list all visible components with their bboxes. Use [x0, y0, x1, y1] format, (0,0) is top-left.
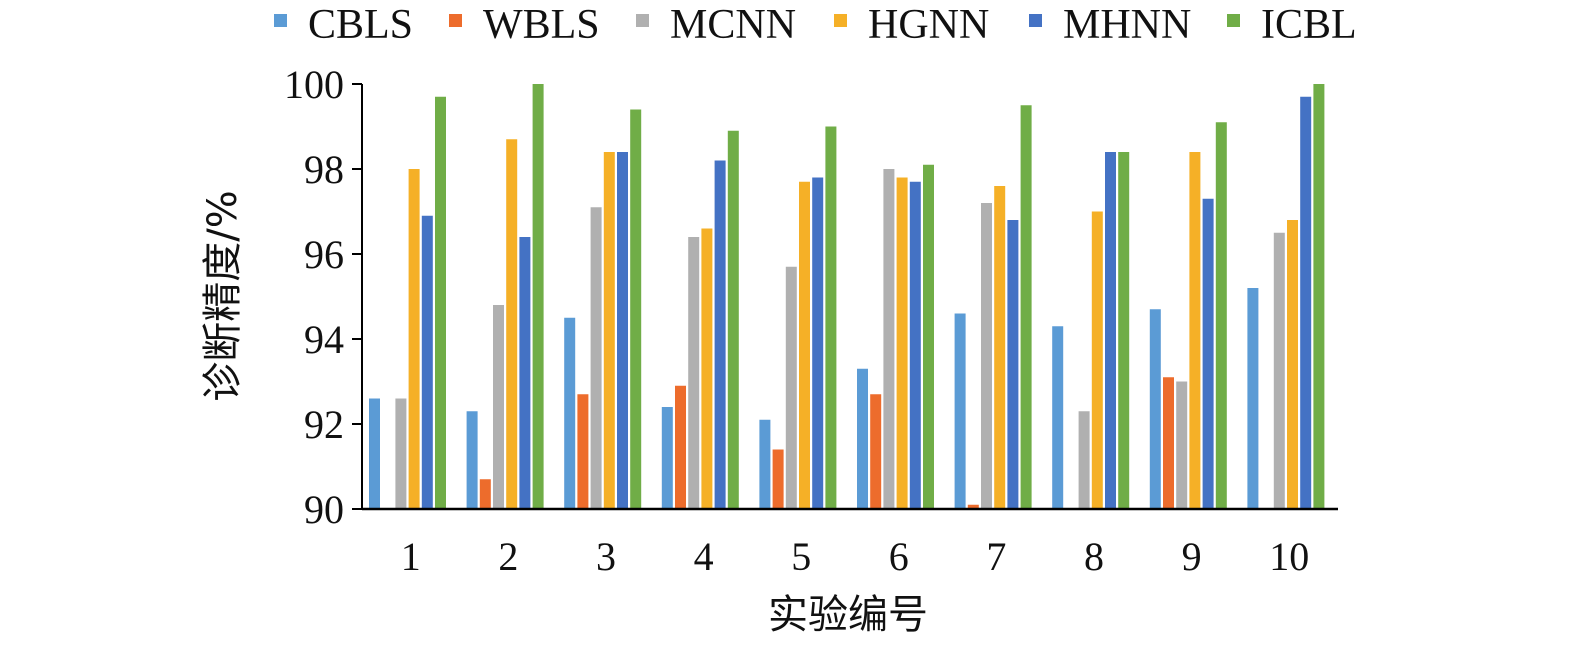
- bar-mcnn-6: [883, 169, 895, 509]
- bar-icbl-3: [630, 109, 642, 509]
- bar-cbls-2: [466, 411, 478, 509]
- legend-label-hgnn: HGNN: [868, 2, 989, 48]
- legend-label-mcnn: MCNN: [670, 2, 796, 48]
- bar-mcnn-5: [785, 266, 797, 509]
- bar-icbl-8: [1118, 152, 1130, 509]
- legend-label-icbl: ICBL: [1261, 2, 1357, 48]
- x-axis-title: 实验编号: [768, 592, 928, 638]
- y-tick-label: 98: [304, 147, 344, 192]
- y-axis-title: 诊断精度/%: [200, 190, 246, 401]
- bar-mhnn-9: [1202, 198, 1214, 509]
- x-tick-label: 8: [1084, 534, 1104, 579]
- x-tick-label: 6: [889, 534, 909, 579]
- bar-mhnn-2: [519, 237, 531, 509]
- bar-hgnn-1: [408, 169, 420, 509]
- bar-hgnn-4: [701, 228, 713, 509]
- bar-wbls-6: [870, 394, 882, 509]
- bar-mcnn-3: [590, 207, 602, 509]
- bar-hgnn-8: [1091, 211, 1103, 509]
- bar-mcnn-10: [1273, 232, 1285, 509]
- bar-cbls-4: [661, 407, 673, 509]
- bar-icbl-9: [1215, 122, 1227, 509]
- y-tick-label: 90: [304, 487, 344, 532]
- bar-wbls-5: [772, 449, 784, 509]
- x-tick-label: 3: [596, 534, 616, 579]
- x-tick-label: 9: [1182, 534, 1202, 579]
- bar-cbls-3: [564, 317, 576, 509]
- bar-mhnn-10: [1300, 96, 1312, 509]
- bar-mcnn-8: [1078, 411, 1090, 509]
- bar-mcnn-9: [1176, 381, 1188, 509]
- bar-icbl-10: [1313, 84, 1325, 509]
- bar-hgnn-10: [1287, 220, 1298, 509]
- x-axis: 1 2 3 4 5 6 7 8 9 10: [362, 507, 1338, 579]
- bar-cbls-6: [857, 368, 868, 509]
- x-tick-label: 1: [401, 534, 421, 579]
- legend-swatch-icbl: [1227, 14, 1240, 27]
- bar-hgnn-2: [506, 139, 518, 509]
- legend-swatch-wbls: [449, 14, 462, 27]
- bar-mhnn-8: [1105, 152, 1116, 509]
- bars: [369, 84, 1325, 509]
- bar-icbl-2: [532, 84, 544, 509]
- legend-label-mhnn: MHNN: [1063, 2, 1191, 48]
- legend-swatch-cbls: [274, 14, 287, 27]
- bar-icbl-4: [727, 130, 739, 509]
- bar-mhnn-6: [909, 181, 921, 509]
- bar-mhnn-5: [812, 177, 824, 509]
- bar-icbl-6: [923, 164, 934, 509]
- legend: CBLS WBLS MCNN HGNN MHNN ICBL: [274, 2, 1357, 48]
- bar-cbls-5: [759, 419, 771, 509]
- bar-icbl-5: [825, 126, 837, 509]
- bar-mcnn-7: [981, 203, 992, 509]
- bar-mcnn-2: [493, 305, 504, 509]
- x-tick-label: 5: [791, 534, 811, 579]
- bar-cbls-10: [1247, 288, 1259, 509]
- bar-wbls-2: [479, 479, 491, 509]
- bar-cbls-1: [369, 398, 380, 509]
- bar-mhnn-3: [617, 152, 628, 509]
- x-tick-label: 10: [1269, 534, 1309, 579]
- bar-mhnn-1: [421, 215, 433, 509]
- x-tick-label: 7: [986, 534, 1006, 579]
- bar-wbls-7: [967, 504, 979, 509]
- y-tick-label: 94: [304, 317, 344, 362]
- bar-hgnn-3: [603, 152, 615, 509]
- legend-swatch-mcnn: [636, 14, 649, 27]
- legend-label-cbls: CBLS: [308, 2, 413, 48]
- legend-label-wbls: WBLS: [483, 2, 600, 48]
- bar-hgnn-7: [994, 186, 1006, 509]
- bar-icbl-7: [1020, 105, 1032, 509]
- bar-mcnn-1: [395, 398, 407, 509]
- bar-wbls-9: [1163, 377, 1174, 509]
- bar-cbls-9: [1149, 309, 1161, 509]
- bar-mhnn-4: [714, 160, 726, 509]
- y-tick-label: 92: [304, 402, 344, 447]
- y-axis: 90 92 94 96 98 100: [284, 62, 363, 532]
- bar-cbls-7: [954, 313, 966, 509]
- y-tick-label: 96: [304, 232, 344, 277]
- bar-icbl-1: [435, 96, 446, 509]
- bar-wbls-4: [675, 385, 686, 509]
- x-tick-label: 2: [498, 534, 518, 579]
- x-tick-label: 4: [694, 534, 714, 579]
- legend-swatch-mhnn: [1029, 14, 1042, 27]
- y-tick-label: 100: [284, 62, 344, 107]
- bar-hgnn-9: [1189, 152, 1201, 509]
- bar-wbls-3: [577, 394, 589, 509]
- bar-hgnn-5: [799, 181, 810, 509]
- bar-hgnn-6: [896, 177, 908, 509]
- bar-cbls-8: [1052, 326, 1064, 509]
- legend-swatch-hgnn: [834, 14, 847, 27]
- bar-mhnn-7: [1007, 220, 1019, 509]
- bar-mcnn-4: [688, 237, 700, 509]
